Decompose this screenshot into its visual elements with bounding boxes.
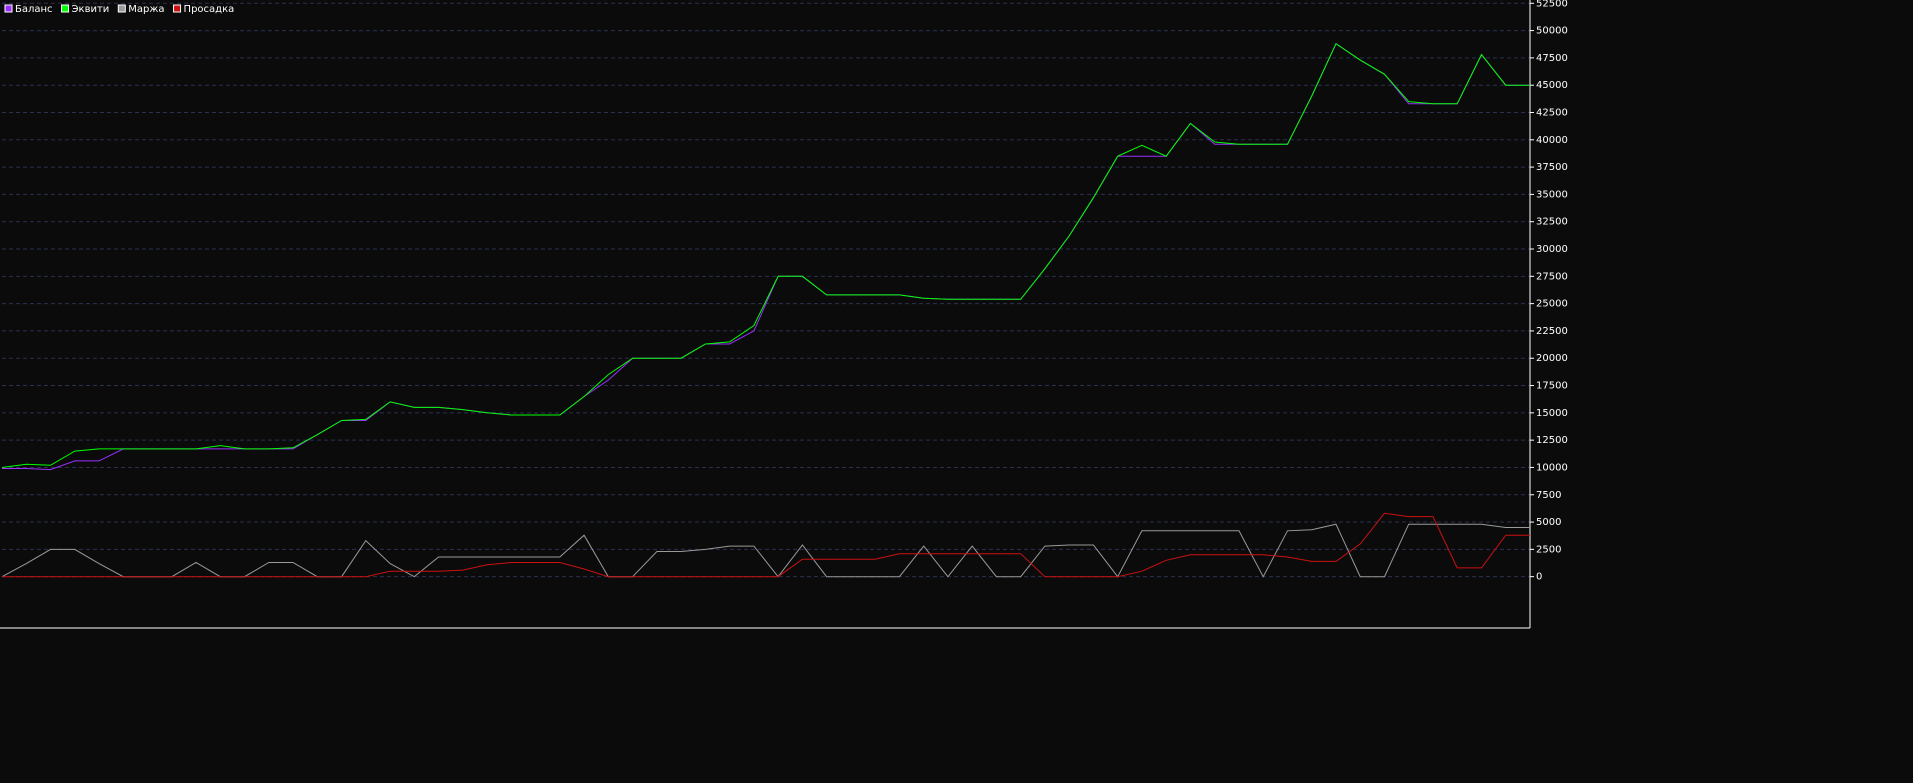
legend-label: Маржа xyxy=(128,4,164,15)
legend-swatch xyxy=(61,4,70,13)
y-tick-label: 10000 xyxy=(1536,462,1568,473)
legend-label: Просадка xyxy=(184,4,235,15)
y-tick-label: 7500 xyxy=(1536,490,1561,501)
y-tick-label: 50000 xyxy=(1536,26,1568,37)
y-tick-label: 32500 xyxy=(1536,217,1568,228)
y-tick-label: 22500 xyxy=(1536,326,1568,337)
y-tick-label: 37500 xyxy=(1536,162,1568,173)
y-tick-label: 17500 xyxy=(1536,381,1568,392)
series-line xyxy=(2,512,1530,578)
series-line xyxy=(1,42,1530,468)
legend-swatch xyxy=(117,4,126,13)
y-tick-label: 5000 xyxy=(1536,517,1561,528)
legend-swatch xyxy=(173,4,182,13)
legend-label: Эквити xyxy=(72,4,110,15)
series-line xyxy=(1,523,1530,578)
y-tick-label: 0 xyxy=(1536,572,1542,583)
y-tick-label: 15000 xyxy=(1536,408,1568,419)
y-tick-label: 25000 xyxy=(1536,299,1568,310)
y-tick-label: 35000 xyxy=(1536,189,1568,200)
legend-swatch xyxy=(4,4,13,13)
y-tick-label: 30000 xyxy=(1536,244,1568,255)
y-tick-label: 20000 xyxy=(1536,353,1568,364)
y-tick-label: 47500 xyxy=(1536,53,1568,64)
legend-label: Баланс xyxy=(15,4,53,15)
y-tick-label: 52500 xyxy=(1536,0,1568,9)
y-tick-label: 45000 xyxy=(1536,80,1568,91)
y-tick-label: 12500 xyxy=(1536,435,1568,446)
y-tick-label: 27500 xyxy=(1536,271,1568,282)
y-tick-label: 40000 xyxy=(1536,135,1568,146)
y-tick-label: 42500 xyxy=(1536,107,1568,118)
y-tick-label: 2500 xyxy=(1536,544,1561,555)
